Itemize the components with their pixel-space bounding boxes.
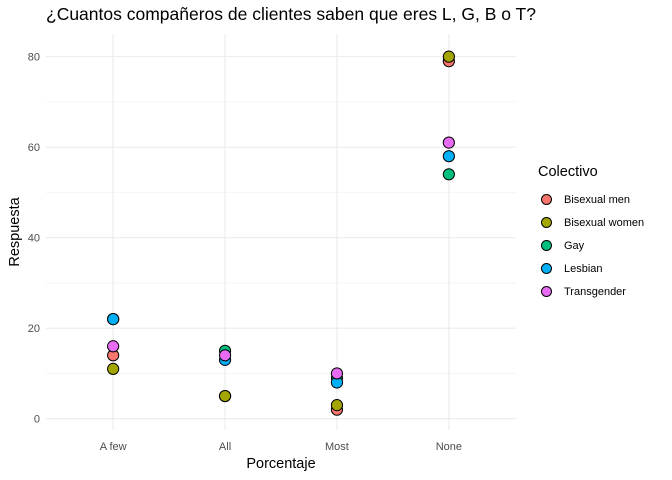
legend-items: Bisexual men Bisexual women Gay Lesbian Tran… bbox=[538, 188, 644, 303]
data-point bbox=[107, 313, 120, 326]
data-point bbox=[218, 389, 232, 403]
legend-label: Bisexual men bbox=[564, 193, 631, 206]
legend-item: Bisexual women bbox=[538, 211, 644, 234]
legend-item: Lesbian bbox=[538, 257, 644, 280]
chart-title: ¿Cuantos compañeros de clientes saben qu… bbox=[46, 4, 536, 24]
legend-key bbox=[541, 217, 552, 228]
x-tick-label: A few bbox=[100, 441, 127, 453]
legend-item: Transgender bbox=[538, 280, 644, 303]
data-point bbox=[330, 367, 344, 380]
data-point bbox=[330, 399, 344, 412]
x-tick-label: All bbox=[219, 441, 231, 453]
legend-label: Bisexual women bbox=[564, 216, 645, 229]
x-tick-label: Most bbox=[325, 441, 349, 453]
legend-key bbox=[541, 194, 552, 205]
data-point bbox=[107, 362, 120, 376]
legend-key bbox=[541, 263, 552, 274]
data-point bbox=[442, 150, 455, 163]
data-point bbox=[218, 349, 232, 362]
legend-title: Colectivo bbox=[538, 164, 598, 180]
legend-item: Gay bbox=[538, 234, 644, 257]
legend-key bbox=[541, 286, 552, 297]
y-tick-label: 60 bbox=[28, 142, 40, 154]
legend: Colectivo Bisexual men Bisexual women Gay L… bbox=[538, 164, 644, 303]
y-axis-title: Respuesta bbox=[7, 196, 23, 266]
data-point bbox=[442, 50, 455, 63]
x-tick-label: None bbox=[436, 441, 462, 453]
legend-label: Transgender bbox=[564, 285, 626, 298]
legend-label: Gay bbox=[564, 239, 585, 252]
y-tick-label: 20 bbox=[28, 323, 40, 335]
legend-key bbox=[541, 240, 552, 251]
y-tick-label: 40 bbox=[28, 233, 40, 245]
data-point bbox=[442, 168, 455, 181]
data-point bbox=[442, 136, 455, 149]
legend-label: Lesbian bbox=[564, 262, 603, 275]
legend-item: Bisexual men bbox=[538, 188, 644, 211]
y-tick-label: 80 bbox=[28, 52, 40, 64]
data-point bbox=[107, 340, 120, 353]
y-tick-label: 0 bbox=[34, 414, 40, 426]
x-axis-title: Porcentaje bbox=[246, 456, 315, 472]
